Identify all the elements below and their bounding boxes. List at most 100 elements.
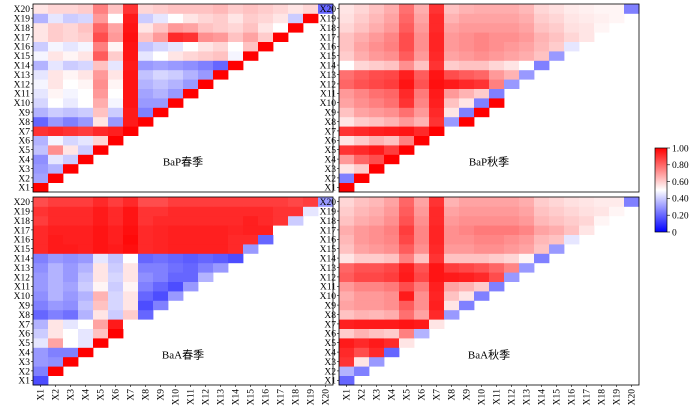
heatmap-cell-x12-x3 (63, 79, 79, 89)
heatmap-cell-x7-x5 (399, 319, 415, 329)
heatmap-cell-x10-x6 (414, 98, 430, 108)
heatmap-cell-x19-x6 (414, 206, 430, 217)
heatmap-cell-x10-x9 (153, 291, 169, 301)
heatmap-cell-x11-x5 (399, 281, 415, 292)
heatmap-cell-x12-x7 (123, 79, 139, 89)
heatmap-cell-x12-x12 (504, 272, 520, 282)
heatmap-cell-x7-x5 (93, 319, 109, 329)
heatmap-cell-x15-x10 (168, 244, 184, 254)
heatmap-cell-x12-x11 (183, 272, 199, 282)
heatmap-cell-x20-x7 (123, 4, 139, 14)
heatmap-cell-x7-x3 (369, 319, 385, 329)
heatmap-cell-x17-x17 (579, 32, 595, 42)
heatmap-cell-x4-x3 (369, 347, 385, 358)
heatmap-panel-bap-spring: X1X2X3X4X5X6X7X8X9X10X11X12X13X14X15X16X… (14, 3, 334, 194)
heatmap-cell-x17-x9 (459, 225, 475, 235)
heatmap-cell-x16-x11 (183, 234, 199, 245)
heatmap-cell-x17-x8 (444, 32, 460, 42)
heatmap-cell-x8-x1 (339, 116, 355, 127)
heatmap-cell-x17-x4 (78, 225, 94, 235)
heatmap-cell-x5-x5 (93, 145, 109, 155)
heatmap-cell-x12-x7 (429, 272, 445, 282)
heatmap-cell-x9-x7 (123, 300, 139, 311)
heatmap-cell-x8-x8 (444, 309, 460, 320)
heatmap-cell-x4-x4 (78, 154, 94, 165)
heatmap-cell-x19-x3 (63, 13, 79, 24)
heatmap-cell-x19-x1 (339, 13, 355, 24)
heatmap-cell-x16-x1 (339, 41, 355, 52)
heatmap-cell-x12-x2 (354, 79, 370, 89)
heatmap-cell-x15-x13 (519, 51, 535, 61)
heatmap-cell-x20-x10 (168, 197, 184, 207)
heatmap-cell-x20-x8 (444, 197, 460, 207)
colorbar-gradient (654, 147, 668, 233)
heatmap-cell-x8-x2 (48, 116, 64, 127)
y-tick-label: X19 (320, 208, 337, 218)
heatmap-cell-x9-x4 (384, 300, 400, 311)
heatmap-cell-x5-x5 (399, 145, 415, 155)
heatmap-cell-x13-x1 (33, 262, 49, 273)
heatmap-cell-x16-x2 (354, 234, 370, 245)
heatmap-cell-x17-x7 (123, 225, 139, 235)
heatmap-cell-x12-x6 (108, 79, 124, 89)
heatmap-cell-x15-x3 (63, 244, 79, 254)
heatmap-cell-x10-x3 (369, 98, 385, 108)
heatmap-cell-x18-x15 (243, 215, 259, 226)
x-tick-label: X1 (37, 389, 47, 401)
y-tick-label: X11 (14, 283, 30, 293)
x-tick-label: X16 (568, 389, 578, 406)
heatmap-cell-x19-x2 (48, 206, 64, 217)
heatmap-cell-x20-x6 (414, 197, 430, 207)
heatmap-cell-x8-x3 (369, 309, 385, 320)
heatmap-cell-x16-x16 (564, 41, 580, 52)
heatmap-cell-x19-x17 (273, 13, 289, 24)
heatmap-cell-x18-x16 (258, 22, 274, 33)
heatmap-cell-x15-x10 (474, 51, 490, 61)
heatmap-cell-x12-x12 (198, 272, 214, 282)
heatmap-cell-x14-x11 (183, 60, 199, 71)
heatmap-cell-x1-x1 (33, 182, 49, 193)
heatmap-cell-x13-x12 (504, 69, 520, 80)
heatmap-cell-x17-x10 (474, 225, 490, 235)
heatmap-cell-x9-x6 (414, 300, 430, 311)
heatmap-cell-x17-x7 (123, 32, 139, 42)
heatmap-cell-x7-x1 (33, 319, 49, 329)
heatmap-cell-x13-x3 (63, 262, 79, 273)
heatmap-cell-x17-x11 (183, 225, 199, 235)
heatmap-cell-x20-x12 (198, 4, 214, 14)
y-tick-label: X16 (320, 43, 337, 53)
x-tick-label: X8 (142, 389, 152, 401)
heatmap-cell-x9-x5 (399, 107, 415, 118)
x-tick-label: X19 (307, 389, 317, 406)
heatmap-cell-x13-x11 (183, 69, 199, 80)
heatmap-cell-x14-x10 (168, 60, 184, 71)
heatmap-cell-x15-x11 (489, 51, 505, 61)
heatmap-cell-x18-x13 (213, 22, 229, 33)
heatmap-cell-x8-x3 (63, 116, 79, 127)
heatmap-cell-x17-x4 (384, 32, 400, 42)
heatmap-cell-x9-x1 (339, 107, 355, 118)
heatmap-cell-x3-x3 (369, 163, 385, 174)
x-tick-label: X14 (538, 389, 548, 406)
heatmap-cell-x20-x7 (429, 4, 445, 14)
heatmap-cell-x6-x4 (78, 135, 94, 146)
heatmap-cell-x2-x1 (339, 366, 355, 376)
heatmap-cell-x17-x14 (228, 225, 244, 235)
heatmap-cell-x14-x8 (444, 253, 460, 264)
x-tick-label: X3 (373, 389, 383, 401)
x-tick-label: X20 (628, 389, 638, 406)
heatmap-cell-x4-x4 (384, 154, 400, 165)
heatmap-cell-x6-x5 (399, 135, 415, 146)
heatmap-cell-x19-x19 (609, 206, 625, 217)
heatmap-cell-x3-x2 (354, 356, 370, 367)
heatmap-cell-x20-x5 (399, 4, 415, 14)
y-tick-label: X3 (18, 165, 30, 175)
heatmap-cell-x15-x7 (429, 51, 445, 61)
y-tick-label: X19 (14, 15, 31, 25)
heatmap-cell-x5-x3 (369, 145, 385, 155)
heatmap-cell-x17-x1 (33, 32, 49, 42)
heatmap-cell-x19-x16 (258, 13, 274, 24)
heatmap-cell-x9-x3 (369, 107, 385, 118)
heatmap-cell-x8-x8 (138, 116, 154, 127)
heatmap-cell-x15-x11 (183, 244, 199, 254)
